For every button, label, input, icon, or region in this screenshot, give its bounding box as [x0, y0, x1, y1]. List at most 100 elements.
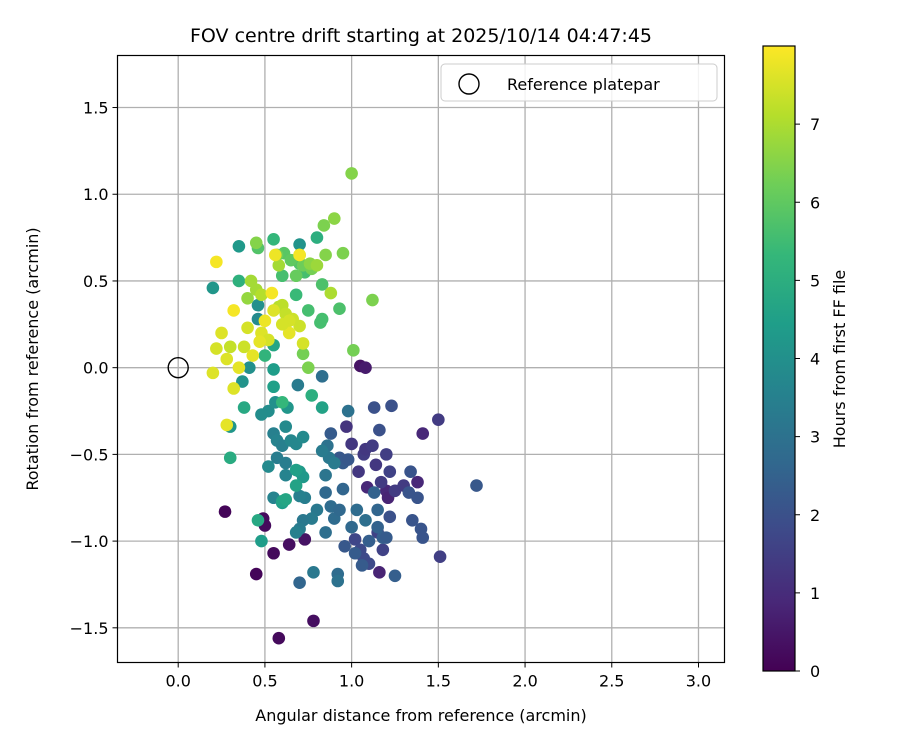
- data-point: [383, 510, 397, 524]
- data-point: [275, 269, 289, 283]
- data-point: [347, 344, 360, 357]
- colorbar-tick-label: 1: [810, 584, 820, 603]
- data-point: [270, 451, 284, 465]
- data-point: [305, 389, 319, 402]
- colorbar-tick-label: 0: [810, 662, 820, 681]
- data-point: [279, 468, 293, 482]
- data-point: [341, 404, 355, 418]
- data-point: [310, 231, 324, 244]
- data-point: [279, 493, 293, 506]
- data-point: [293, 489, 306, 503]
- data-point: [241, 321, 254, 335]
- data-point: [289, 463, 303, 477]
- data-point: [402, 486, 416, 499]
- data-point: [380, 531, 393, 544]
- data-point: [348, 546, 362, 560]
- data-point: [383, 465, 397, 479]
- data-point: [298, 533, 312, 546]
- data-point: [267, 304, 280, 317]
- data-point: [227, 304, 240, 317]
- data-point: [315, 401, 329, 414]
- data-point: [206, 366, 220, 380]
- colorbar-tick-label: 3: [810, 428, 820, 447]
- x-tick-label: 2.5: [599, 672, 624, 691]
- data-point: [359, 513, 372, 527]
- data-point: [331, 574, 345, 588]
- data-point: [275, 318, 289, 331]
- y-axis-label: Rotation from reference (arcmin): [23, 227, 42, 490]
- colorbar-tick-label: 2: [810, 506, 820, 525]
- data-point: [327, 212, 341, 225]
- data-point: [279, 420, 293, 433]
- data-point: [272, 631, 286, 645]
- data-point: [289, 479, 303, 492]
- data-point: [336, 246, 350, 260]
- x-axis-ticks: 0.0 0.5 1.0 1.5 2.0 2.5 3.0: [165, 662, 711, 691]
- data-point: [345, 437, 358, 451]
- data-point: [327, 456, 341, 470]
- data-point: [267, 233, 280, 246]
- data-point: [272, 259, 286, 272]
- data-point: [255, 288, 268, 302]
- data-point: [232, 274, 246, 288]
- data-point: [293, 319, 306, 333]
- data-point: [355, 559, 369, 572]
- data-point: [315, 444, 329, 458]
- data-point: [267, 380, 280, 394]
- grid: [117, 55, 725, 663]
- data-point: [404, 465, 417, 479]
- data-point: [223, 451, 237, 465]
- data-point: [307, 614, 320, 628]
- colorbar: [763, 46, 795, 671]
- data-point: [236, 375, 249, 388]
- colorbar-tick-label: 7: [810, 115, 820, 134]
- data-point: [369, 458, 383, 472]
- data-point: [371, 503, 384, 517]
- y-tick-label: 1.5: [83, 99, 108, 118]
- data-point: [338, 540, 351, 553]
- data-point: [218, 505, 232, 518]
- y-tick-label: −0.5: [70, 445, 109, 464]
- data-point: [220, 352, 234, 366]
- data-point: [359, 361, 372, 374]
- data-point: [289, 269, 303, 283]
- data-point: [237, 401, 251, 414]
- data-point: [380, 448, 393, 461]
- data-point: [293, 248, 306, 262]
- data-point: [367, 486, 381, 499]
- data-point: [315, 278, 329, 291]
- data-points: [206, 167, 483, 645]
- data-point: [319, 248, 332, 262]
- data-point: [293, 576, 306, 590]
- x-tick-label: 0.5: [252, 672, 277, 691]
- data-point: [246, 349, 260, 362]
- x-tick-label: 0.0: [165, 672, 190, 691]
- data-point: [258, 349, 272, 362]
- x-tick-label: 1.5: [426, 672, 451, 691]
- data-point: [251, 298, 265, 312]
- data-point: [362, 534, 376, 548]
- data-point: [388, 569, 402, 583]
- reference-point-marker: [167, 356, 189, 379]
- data-point: [371, 520, 384, 534]
- y-axis-ticks: −1.5 −1.0 −0.5 0.0 0.5 1.0 1.5: [70, 99, 118, 638]
- data-point: [296, 430, 310, 444]
- data-point: [232, 239, 246, 253]
- data-point: [350, 503, 364, 517]
- data-point: [348, 533, 362, 546]
- data-point: [374, 475, 388, 489]
- data-point: [366, 439, 379, 453]
- data-point: [232, 361, 246, 374]
- data-point: [223, 340, 237, 354]
- data-point: [296, 347, 310, 361]
- data-point: [275, 396, 289, 409]
- data-point: [385, 399, 398, 413]
- data-point: [243, 361, 256, 374]
- data-point: [249, 236, 263, 250]
- data-point: [296, 337, 310, 350]
- data-point: [267, 546, 280, 560]
- data-point: [262, 460, 275, 473]
- data-point: [289, 288, 303, 302]
